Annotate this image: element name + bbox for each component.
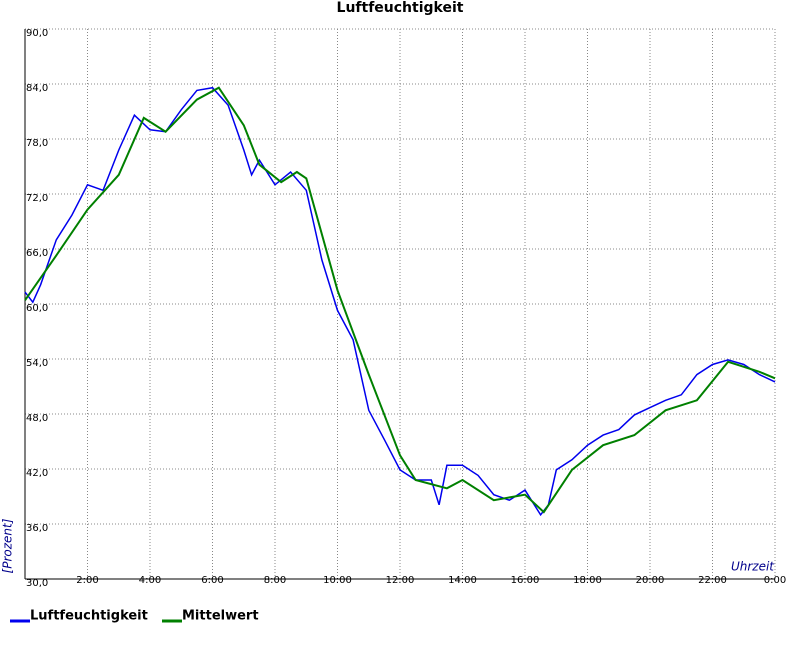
y-tick-label: 72,0 xyxy=(26,193,48,204)
x-axis-label: Uhrzeit xyxy=(731,560,775,574)
y-tick-label: 30,0 xyxy=(26,578,48,589)
y-tick-label: 66,0 xyxy=(26,248,48,259)
x-tick-label: 0:00 xyxy=(764,575,786,586)
x-tick-label: 8:00 xyxy=(264,575,286,586)
x-tick-label: 12:00 xyxy=(386,575,415,586)
legend-label: Luftfeuchtigkeit xyxy=(30,609,148,624)
x-tick-label: 10:00 xyxy=(323,575,352,586)
chart-title: Luftfeuchtigkeit xyxy=(337,0,464,16)
y-tick-label: 84,0 xyxy=(26,83,48,94)
x-tick-label: 2:00 xyxy=(76,575,98,586)
x-tick-label: 18:00 xyxy=(573,575,602,586)
x-tick-label: 16:00 xyxy=(511,575,540,586)
y-tick-label: 42,0 xyxy=(26,468,48,479)
y-tick-label: 36,0 xyxy=(26,523,48,534)
x-tick-label: 14:00 xyxy=(448,575,477,586)
y-tick-label: 54,0 xyxy=(26,358,48,369)
series-line xyxy=(24,86,776,514)
y-axis-label: [Prozent] xyxy=(1,518,15,573)
x-tick-label: 20:00 xyxy=(636,575,665,586)
y-tick-label: 78,0 xyxy=(26,138,48,149)
series-line xyxy=(24,86,776,517)
x-tick-label: 22:00 xyxy=(698,575,727,586)
y-tick-label: 60,0 xyxy=(26,303,48,314)
y-tick-label: 48,0 xyxy=(26,413,48,424)
legend-label: Mittelwert xyxy=(182,609,259,624)
x-tick-label: 4:00 xyxy=(139,575,161,586)
x-tick-label: 6:00 xyxy=(201,575,223,586)
y-tick-label: 90,0 xyxy=(26,28,48,39)
